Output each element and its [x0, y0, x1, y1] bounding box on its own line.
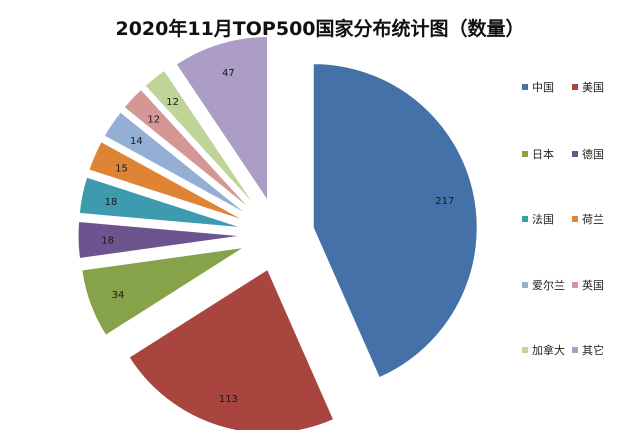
legend-label: 日本	[532, 147, 554, 161]
slice-value-label: 18	[105, 197, 118, 208]
slice-value-label: 34	[112, 290, 125, 301]
slice-value-label: 217	[435, 196, 454, 207]
legend-label: 英国	[582, 278, 604, 292]
legend-swatch	[572, 347, 578, 353]
legend-label: 其它	[582, 343, 604, 357]
legend-swatch	[522, 84, 528, 90]
legend-label: 加拿大	[532, 343, 565, 357]
slice-value-label: 47	[222, 68, 235, 79]
legend-label: 中国	[532, 81, 554, 94]
slice-value-label: 12	[166, 97, 179, 108]
slice-value-label: 12	[147, 114, 160, 125]
pie-slice-9	[144, 69, 257, 208]
pie-slice-6	[88, 141, 246, 222]
legend-label: 爱尔兰	[532, 279, 565, 292]
pie-slice-5	[78, 176, 243, 229]
pie-slice-1	[312, 63, 478, 379]
pie-slice-4	[77, 220, 243, 260]
legend-swatch	[522, 216, 528, 222]
legend-swatch	[522, 347, 528, 353]
legend-swatch	[572, 151, 578, 157]
slice-labels: 217 113 34 18 18 15 14 12 12 47	[101, 68, 454, 405]
slice-value-label: 14	[130, 136, 143, 147]
chart-title: 2020年11月TOP500国家分布统计图（数量）	[115, 18, 525, 40]
pie-slice-3	[81, 246, 245, 336]
legend-label: 美国	[582, 81, 604, 94]
legend-swatch	[572, 84, 578, 90]
pie-slice-10	[175, 36, 269, 203]
legend-label: 法国	[532, 212, 554, 226]
legend-swatch	[522, 151, 528, 157]
pie-slice-7	[103, 111, 249, 216]
pie-slices	[77, 36, 478, 430]
slice-value-label: 18	[101, 235, 114, 246]
legend-label: 荷兰	[582, 213, 604, 226]
legend-swatch	[572, 216, 578, 222]
legend-label: 德国	[582, 147, 604, 161]
slice-value-label: 113	[219, 394, 238, 405]
slice-value-label: 15	[115, 163, 128, 174]
pie-slice-2	[128, 268, 335, 430]
legend-swatch	[572, 282, 578, 288]
pie-slice-8	[123, 88, 253, 211]
legend-swatch	[522, 282, 528, 288]
